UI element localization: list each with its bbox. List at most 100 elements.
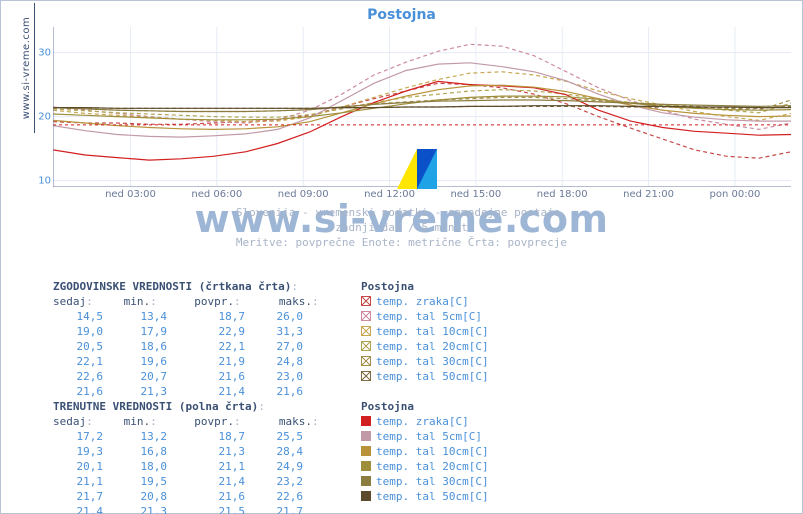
legend-label: temp. tal 10cm[C] [376,325,489,338]
legend-item: temp. zraka[C] [361,294,489,309]
cell-min: 18,0 [117,459,181,474]
cell-povpr: 22,9 [181,324,259,339]
historical-header: ZGODOVINSKE VREDNOSTI (črtkana črta): [53,279,337,294]
cell-povpr: 21,4 [181,474,259,489]
cell-povpr: 21,6 [181,489,259,504]
cell-povpr: 21,3 [181,444,259,459]
cell-min: 21,3 [117,504,181,514]
legend-label: temp. tal 5cm[C] [376,430,482,443]
y-tick-label: 10 [38,175,51,186]
legend-item: temp. tal 50cm[C] [361,369,489,384]
legend-item: temp. tal 10cm[C] [361,444,489,459]
cell-sedaj: 22,6 [53,369,117,384]
legend-swatch-icon [361,326,371,336]
watermark-logo-icon [397,149,437,189]
legend-label: temp. tal 50cm[C] [376,370,489,383]
legend-swatch-icon [361,416,371,426]
cell-min: 20,8 [117,489,181,504]
table-row: 21,720,821,622,6 [53,489,337,504]
chart-title: Postojna [1,7,802,23]
cell-maks: 31,3 [259,324,317,339]
cell-min: 19,5 [117,474,181,489]
legend-swatch-icon [361,296,371,306]
legend-swatch-icon [361,311,371,321]
historical-values-table: ZGODOVINSKE VREDNOSTI (črtkana črta): se… [53,279,337,399]
legend-swatch-icon [361,446,371,456]
table-row: 22,620,721,623,0 [53,369,337,384]
legend-item: temp. tal 5cm[C] [361,429,489,444]
cell-maks: 24,9 [259,459,317,474]
cell-maks: 28,4 [259,444,317,459]
legend-swatch-icon [361,341,371,351]
cell-maks: 23,2 [259,474,317,489]
cell-sedaj: 19,0 [53,324,117,339]
legend-label: temp. tal 10cm[C] [376,445,489,458]
cell-sedaj: 21,1 [53,474,117,489]
table-row: 22,119,621,924,8 [53,354,337,369]
cell-povpr: 21,4 [181,384,259,399]
legend-historical: Postojna temp. zraka[C]temp. tal 5cm[C]t… [361,279,489,384]
y-tick-label: 20 [38,111,51,122]
cell-maks: 25,5 [259,429,317,444]
chart-captions: Slovenija - vremenski podatki - samodejn… [1,205,802,250]
cell-sedaj: 20,5 [53,339,117,354]
table-row: 21,621,321,421,6 [53,384,337,399]
legend-label: temp. tal 30cm[C] [376,355,489,368]
cell-povpr: 21,5 [181,504,259,514]
legend-label: temp. tal 30cm[C] [376,475,489,488]
legend-item: temp. tal 10cm[C] [361,324,489,339]
table-row: 14,513,418,726,0 [53,309,337,324]
x-tick-label: ned 12:00 [364,189,415,200]
x-axis: ned 03:00ned 06:00ned 09:00ned 12:00ned … [53,189,791,203]
cell-min: 20,7 [117,369,181,384]
table-row: 21,421,321,521,7 [53,504,337,514]
cell-min: 21,3 [117,384,181,399]
cell-maks: 24,8 [259,354,317,369]
cell-min: 16,8 [117,444,181,459]
legend-item: temp. zraka[C] [361,414,489,429]
x-tick-label: ned 15:00 [450,189,501,200]
cell-maks: 22,6 [259,489,317,504]
legend-swatch-icon [361,476,371,486]
y-tick-label: 30 [38,47,51,58]
legend-item: temp. tal 20cm[C] [361,459,489,474]
x-tick-label: ned 18:00 [537,189,588,200]
legend-item: temp. tal 5cm[C] [361,309,489,324]
cell-sedaj: 14,5 [53,309,117,324]
cell-min: 19,6 [117,354,181,369]
legend-swatch-icon [361,491,371,501]
legend-current: Postojna temp. zraka[C]temp. tal 5cm[C]t… [361,399,489,504]
legend-item: temp. tal 50cm[C] [361,489,489,504]
table-row: 17,213,218,725,5 [53,429,337,444]
legend-label: temp. zraka[C] [376,295,469,308]
historical-col-headers: sedaj: min.: povpr.: maks.: [53,294,337,309]
x-tick-label: ned 09:00 [278,189,329,200]
legend-label: temp. tal 20cm[C] [376,340,489,353]
cell-min: 13,2 [117,429,181,444]
caption-line-3: Meritve: povprečne Enote: metrične Črta:… [1,235,802,250]
cell-sedaj: 21,4 [53,504,117,514]
cell-sedaj: 22,1 [53,354,117,369]
cell-maks: 21,7 [259,504,317,514]
current-header: TRENUTNE VREDNOSTI (polna črta): [53,399,337,414]
legend-item: temp. tal 30cm[C] [361,474,489,489]
current-col-headers: sedaj: min.: povpr.: maks.: [53,414,337,429]
caption-line-2: zadnji dan / 5 minut [1,220,802,235]
cell-povpr: 21,1 [181,459,259,474]
cell-min: 13,4 [117,309,181,324]
historical-header-text: ZGODOVINSKE VREDNOSTI (črtkana črta) [53,280,291,293]
caption-line-1: Slovenija - vremenski podatki - samodejn… [1,205,802,220]
cell-povpr: 18,7 [181,309,259,324]
table-row: 19,017,922,931,3 [53,324,337,339]
cell-sedaj: 17,2 [53,429,117,444]
legend-item: temp. tal 30cm[C] [361,354,489,369]
legend-label: temp. tal 50cm[C] [376,490,489,503]
cell-sedaj: 21,7 [53,489,117,504]
cell-maks: 21,6 [259,384,317,399]
y-axis: 10 20 30 [31,27,51,187]
legend-hist-title: Postojna [361,279,489,294]
cell-min: 17,9 [117,324,181,339]
table-row: 20,118,021,124,9 [53,459,337,474]
x-tick-label: pon 00:00 [710,189,761,200]
legend-swatch-icon [361,431,371,441]
